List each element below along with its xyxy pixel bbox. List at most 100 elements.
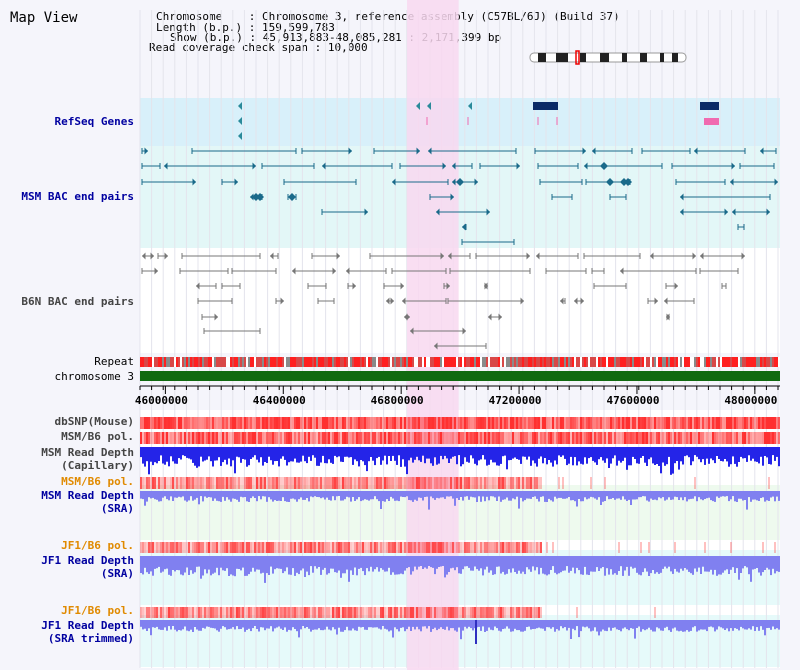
jf1-pol1-heat [178,542,180,553]
jf1-trim-depth [550,620,552,629]
msm-sra-depth [358,491,360,498]
repeat-segment [626,357,628,367]
ideogram-band [556,53,568,62]
msm-sra-depth [406,491,408,497]
jf1-sra-depth [286,556,288,568]
b6n-bac-label[interactable]: B6N BAC end pairs [21,295,134,308]
repeat-segment [668,357,670,367]
msm-sra-depth [644,491,646,497]
msm-pol2-heat [386,477,388,489]
jf1-sra-depth [718,556,720,575]
repeat-segment [202,357,204,367]
jf1-trim-depth [706,620,708,632]
msm-cap-depth [684,447,686,457]
jf1-pol2-heat [316,607,318,618]
msm-sra-depth [656,491,658,501]
msm-pol2-heat [300,477,302,489]
jf1-pol1-heat [402,542,404,553]
dbsnp-heat [198,417,200,429]
jf1-pol1-heat [640,542,642,553]
show-key: Show (b.p.) [170,31,243,44]
repeat-segment [598,357,600,367]
msm-cap-depth [682,447,684,465]
msm-pol2-heat [318,477,320,489]
msm-pol2-heat [466,477,468,489]
jf1-sra-depth [620,556,622,567]
jf1-pol2-heat [352,607,354,618]
jf1-trim-depth [738,620,740,631]
msm-pol-heat [194,432,196,444]
msm-sra-depth [302,491,304,500]
dbsnp-heat [388,417,390,429]
msm-bac-marker [624,178,632,186]
repeat-segment [436,357,438,367]
jf1-pol1-heat [220,542,222,553]
jf1-pol1-heat [294,542,296,553]
jf1-pol2-heat [170,607,172,618]
jf1-trim-depth [436,620,438,631]
msm-pol2-heat [154,477,156,489]
jf1-pol2-heat [232,607,234,618]
jf1-trim-depth [194,620,196,627]
msm-sra-depth [578,491,580,499]
jf1-sra-depth [170,556,172,576]
jf1-trim-depth [294,620,296,629]
msm-bac-label[interactable]: MSM BAC end pairs [21,190,134,203]
msm-pol-heat [698,432,700,444]
msm-sra-depth [272,491,274,502]
jf1-pol1-heat [486,542,488,553]
jf1-sra-depth [764,556,766,570]
refseq-genes-label[interactable]: RefSeq Genes [54,115,134,128]
jf1-sra-depth [580,556,582,575]
jf1-sra-depth [532,556,534,567]
repeat-segment [628,357,630,367]
dbsnp-heat [722,417,724,429]
feature-arrow [142,252,146,260]
dbsnp-heat [614,417,616,429]
jf1-trim-depth [530,620,532,630]
msm-pol2-heat [428,477,430,489]
repeat-segment [480,357,482,367]
jf1-trim-depth [574,620,576,631]
msm-cap-depth [278,447,280,467]
jf1-pol1-heat [452,542,454,553]
msm-pol2-heat [468,477,470,489]
jf1-trim-depth [306,620,308,627]
jf1-sra-depth [140,556,142,573]
jf1-sra-depth [494,556,496,575]
jf1-trim-depth [172,620,174,626]
jf1-pol2-heat [228,607,230,618]
feature-arrow [462,223,466,231]
jf1-pol1-heat [436,542,438,553]
repeat-segment [306,357,308,367]
feature-arrow [352,282,356,290]
jf1-pol2-heat [506,607,508,618]
msm-sra-depth [268,491,270,498]
jf1-trim-depth [412,620,414,627]
msm-cap-depth [540,447,542,457]
repeat-segment [226,357,228,367]
dbsnp-heat [430,417,432,429]
msm-pol-heat [448,432,450,444]
msm-pol2-heat [298,477,300,489]
repeat-segment [340,357,342,367]
msm-cap-depth [380,447,382,465]
msm-cap-depth [732,447,734,457]
jf1-trim-depth [368,620,370,628]
msm-pol-heat [502,432,504,444]
jf1-pol1-heat [466,542,468,553]
msm-pol2-heat [162,477,164,489]
dbsnp-heat [608,417,610,429]
jf1-pol1-heat [286,542,288,553]
dbsnp-heat [552,417,554,429]
repeat-segment [174,357,176,367]
repeat-segment [140,357,142,367]
msm-sra-depth [502,491,504,500]
msm-sra-depth [678,491,680,500]
msm-pol-heat [758,432,760,444]
msm-sra-depth [728,491,730,502]
msm-cap-depth [456,447,458,465]
repeat-segment [630,357,632,367]
msm-sra-depth [214,491,216,499]
